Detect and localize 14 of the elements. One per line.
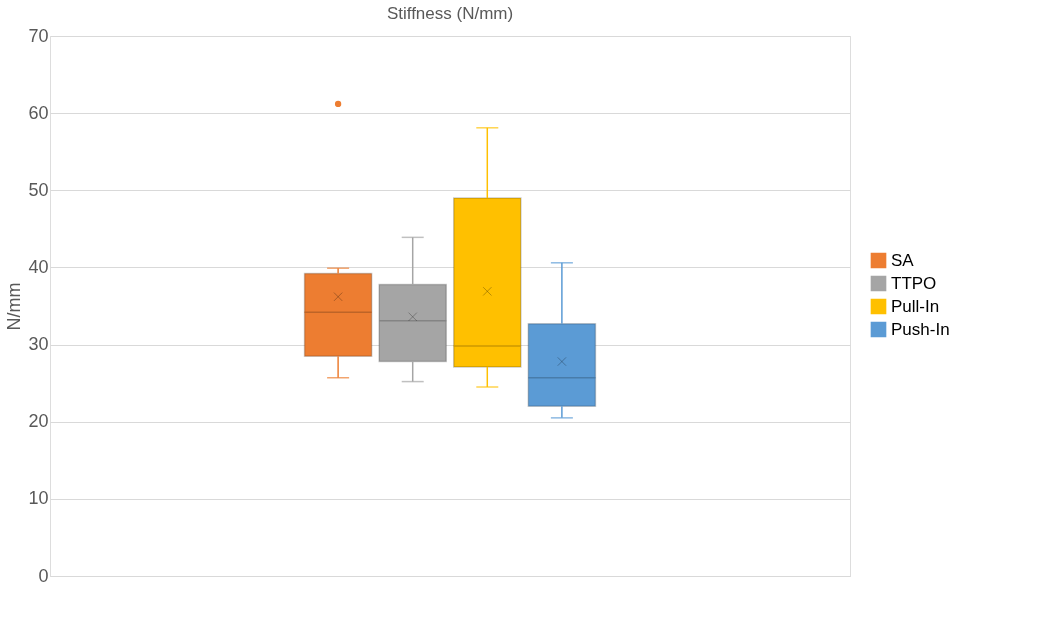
y-tick-label: 70 [28,25,49,46]
legend-label: Pull-In [891,296,940,316]
y-tick-label: 0 [38,565,49,586]
y-axis-title: N/mm [4,282,25,331]
legend-label: TTPO [891,273,937,293]
y-tick-label: 60 [28,102,49,123]
y-tick-label: 40 [28,256,49,277]
legend-label: Push-In [891,319,950,339]
y-tick-label: 10 [28,488,49,509]
y-tick-label: 20 [28,411,49,432]
y-tick-label: 30 [28,334,49,355]
legend-label: SA [891,250,915,270]
y-tick-label: 50 [28,179,49,200]
chart-title: Stiffness (N/mm) [386,4,514,23]
